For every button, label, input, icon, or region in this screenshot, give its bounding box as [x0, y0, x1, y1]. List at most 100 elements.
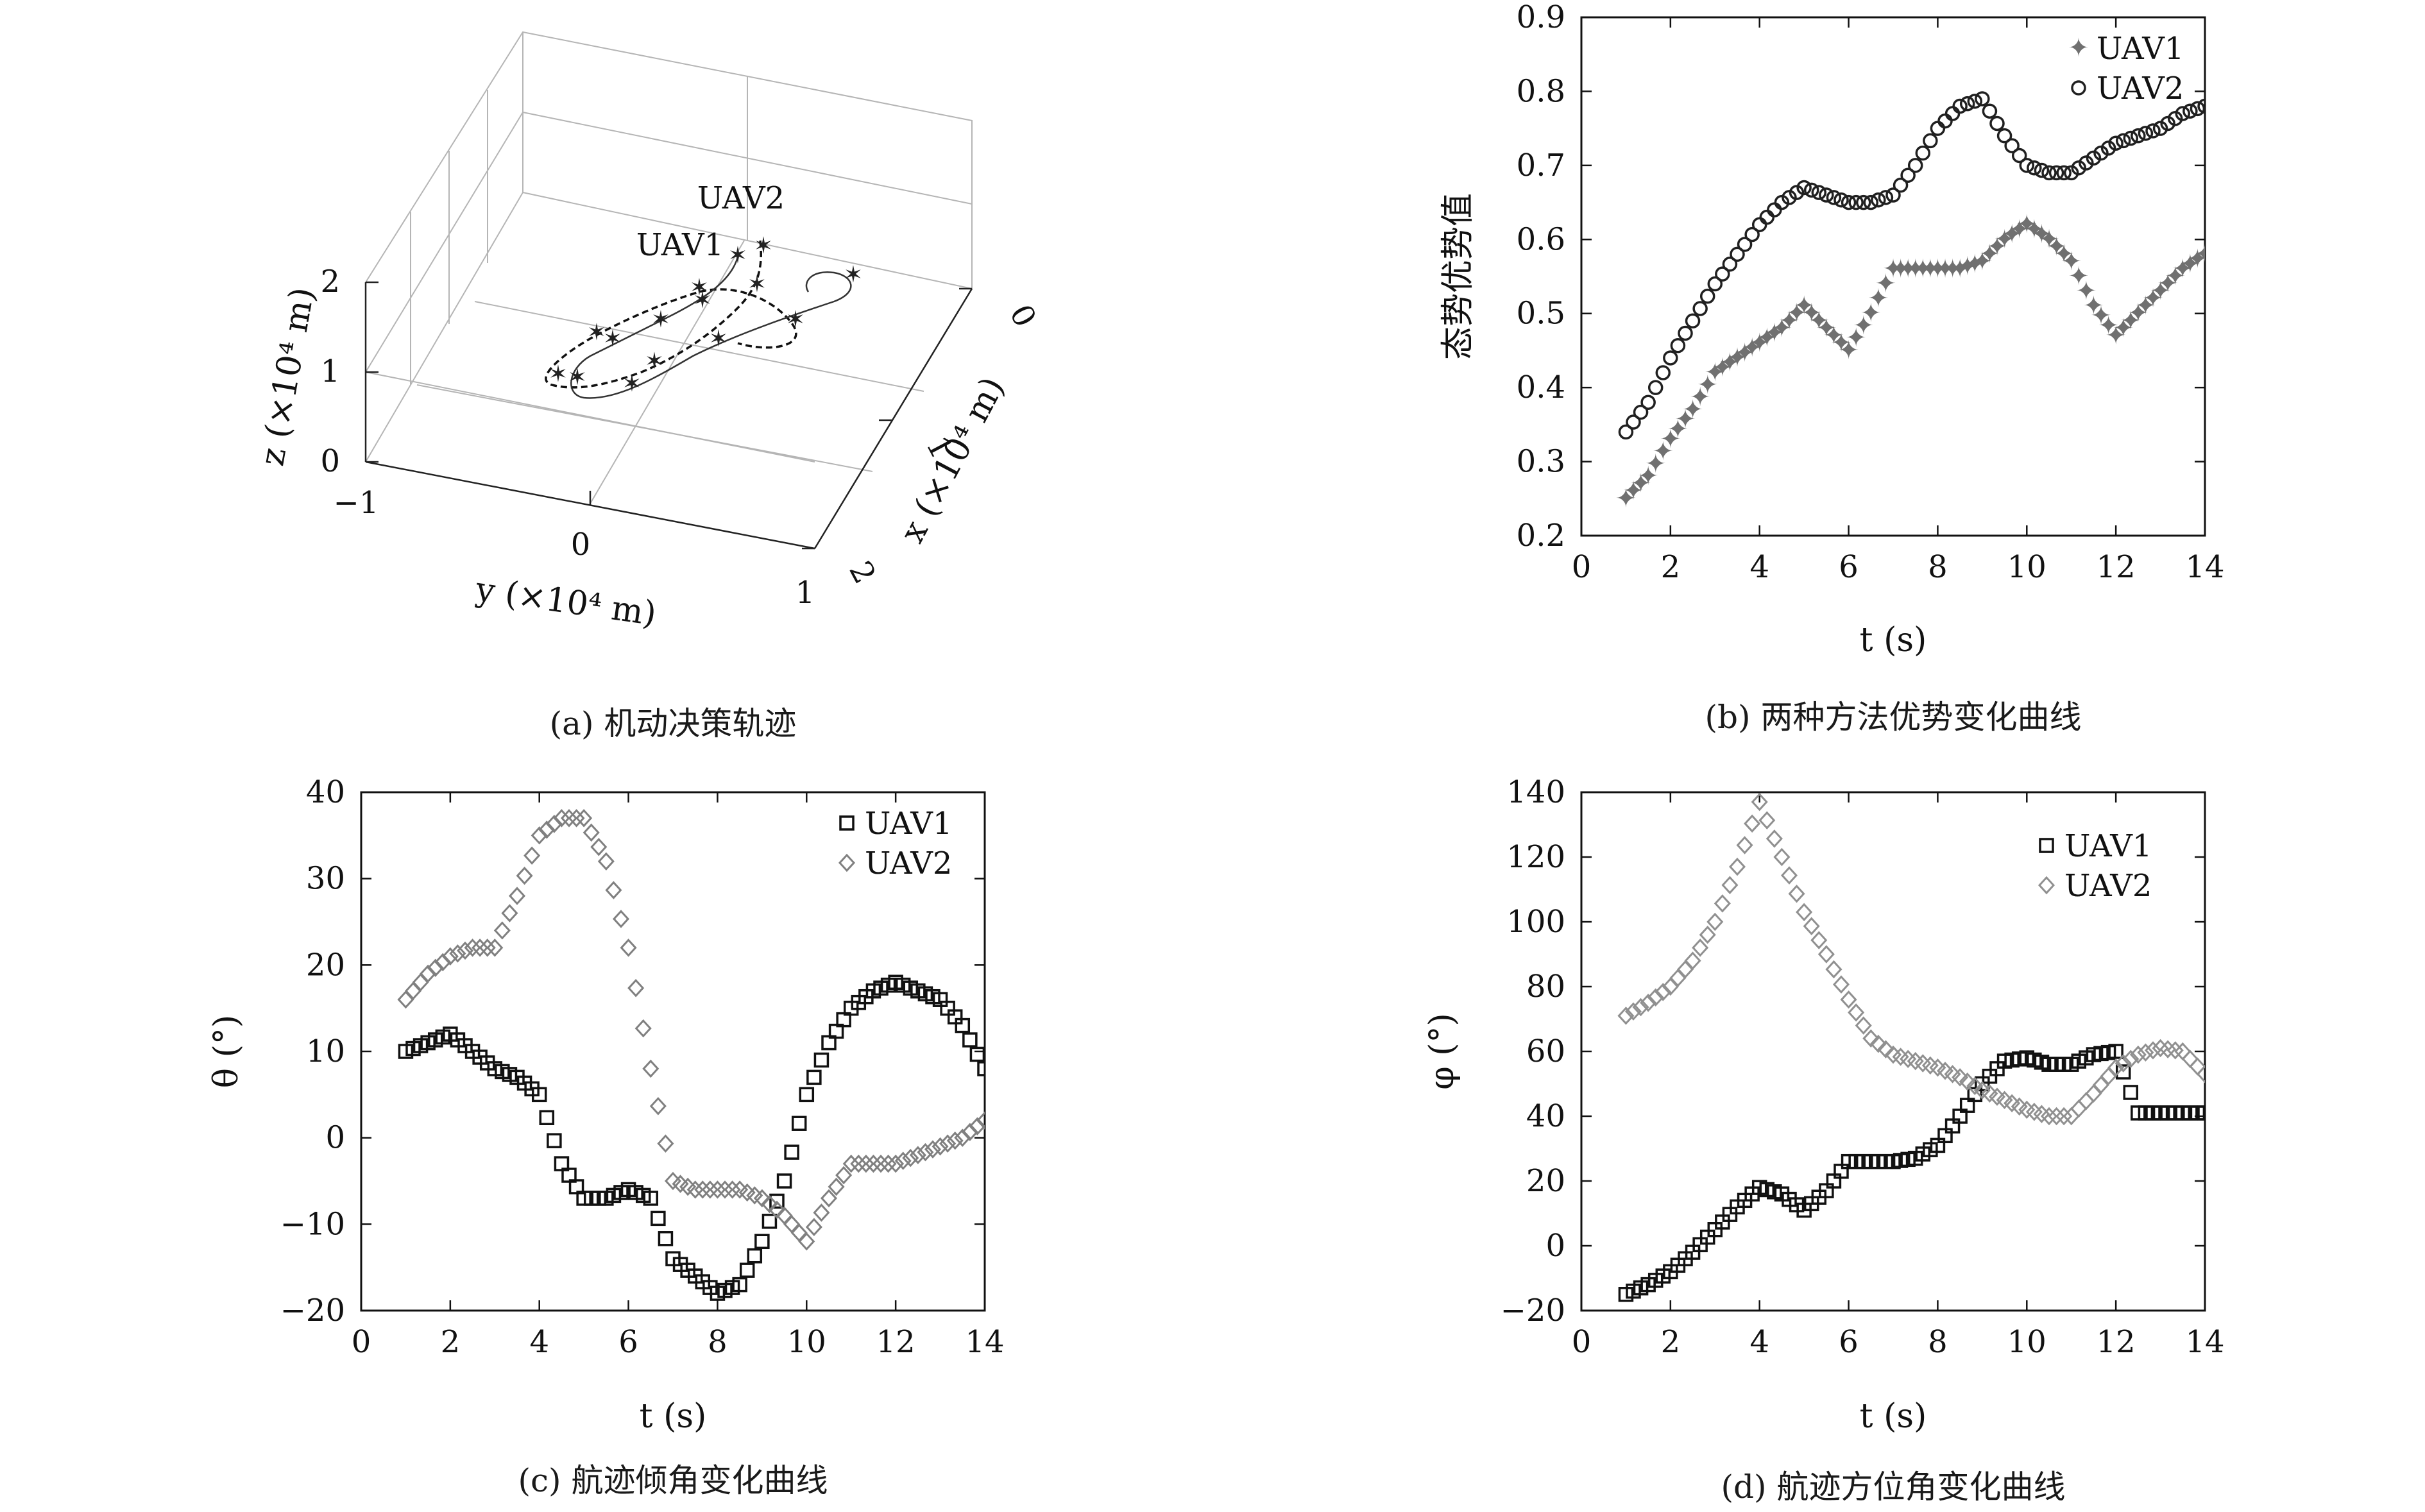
- point-uav2: [2004, 1094, 2021, 1113]
- panel-c-marks: [397, 809, 985, 1301]
- point-uav1: [651, 1210, 666, 1227]
- panel-a: 2 1 0 −1 0 1 0 1 2 z (×10⁴ m) y (×10⁴ m)…: [253, 31, 1043, 634]
- point-uav1: ✦: [2187, 244, 2209, 274]
- point-uav1: ✦: [2053, 239, 2075, 269]
- point-uav2: [538, 820, 556, 839]
- x-tick-label: 10: [787, 1324, 826, 1360]
- point-uav2: [427, 958, 444, 978]
- point-uav2: [2019, 158, 2035, 173]
- point-uav1: ✦: [1793, 291, 1815, 321]
- point-uav2: [1966, 1076, 1984, 1096]
- point-uav1: ✦: [2083, 291, 2105, 321]
- point-uav2: [1670, 337, 1686, 353]
- x-tick-label: 2: [1661, 549, 1681, 585]
- point-uav1: [739, 1262, 755, 1278]
- point-uav1: [658, 1231, 674, 1246]
- point-uav1: ✦: [2113, 314, 2134, 343]
- point-uav2: [2115, 133, 2131, 149]
- point-uav1: ✦: [1971, 247, 1993, 276]
- point-uav1: ✦: [1808, 306, 1830, 336]
- point-uav2: [1819, 187, 1834, 203]
- point-uav2: [679, 1177, 697, 1196]
- point-uav2: [805, 1218, 822, 1237]
- point-uav2: [946, 1131, 964, 1150]
- point-uav1: [769, 1193, 785, 1209]
- point-uav2: [516, 866, 533, 885]
- svg-text:✶: ✶: [645, 348, 664, 375]
- point-uav2: [1751, 217, 1767, 232]
- y-tick-label: 0: [325, 1120, 345, 1156]
- point-uav2: [1707, 276, 1723, 292]
- point-uav1: ✦: [2157, 269, 2179, 299]
- svg-text:✶: ✶: [690, 275, 709, 301]
- point-uav2: [1937, 113, 1953, 129]
- point-uav1: [784, 1144, 799, 1160]
- point-uav2: [1967, 94, 1983, 109]
- y-tick-1: 1: [796, 575, 815, 611]
- point-uav2: [657, 1134, 674, 1153]
- panel-c-ylabel: θ (°): [207, 1015, 246, 1088]
- point-uav2: [493, 921, 511, 940]
- svg-text:✶: ✶: [549, 361, 568, 387]
- point-uav1: ✦: [1919, 254, 1941, 284]
- svg-text:✶: ✶: [709, 326, 728, 352]
- point-uav1: ✦: [1637, 462, 1659, 491]
- point-uav2: [2033, 1105, 2050, 1123]
- point-uav2: [709, 1180, 726, 1199]
- panel-a-ylabel: y (×10⁴ m): [473, 570, 658, 634]
- point-uav2: [2056, 165, 2072, 181]
- y-tick-label: 0.5: [1517, 296, 1565, 332]
- point-uav1: ✦: [2061, 247, 2082, 276]
- x-tick-label: 10: [2007, 1324, 2046, 1360]
- y-tick-label: −20: [1501, 1293, 1565, 1329]
- y-tick-label: 20: [1526, 1163, 1565, 1199]
- legend-label-uav2: UAV2: [2064, 868, 2152, 904]
- point-uav1: ✦: [1712, 353, 1733, 382]
- point-uav1: ✦: [1786, 299, 1808, 328]
- svg-text:✶: ✶: [786, 307, 805, 333]
- point-uav2: [1975, 91, 1990, 106]
- point-uav1: ✦: [1957, 252, 1978, 282]
- panel-d-ylabel: φ (°): [1423, 1013, 1461, 1090]
- point-uav2: [2071, 160, 2087, 176]
- panel-b-xlabel: t (s): [1860, 621, 1927, 659]
- panel-c-ticks: 0 2 4 6 8 10 12 14 −20 −10 0 10 20 30 40: [280, 774, 1005, 1360]
- point-uav2: [2079, 155, 2094, 171]
- point-uav2: [902, 1148, 919, 1168]
- point-uav1: ✦: [1897, 254, 1919, 284]
- y-tick-label: 20: [306, 947, 345, 983]
- point-uav2: [449, 944, 466, 963]
- point-uav2: [724, 1180, 741, 1199]
- point-uav1: ✦: [1682, 395, 1704, 425]
- y-tick-label: 0.4: [1517, 370, 1565, 405]
- x-tick-label: 14: [965, 1324, 1004, 1360]
- point-uav1: [799, 1087, 815, 1103]
- point-uav1: [747, 1248, 763, 1264]
- x-tick-label: 2: [1661, 1324, 1681, 1360]
- point-uav1: ✦: [2075, 276, 2097, 306]
- point-uav2: [1841, 194, 1857, 210]
- legend-marker-uav1: ✦: [2068, 33, 2089, 63]
- point-uav2: [961, 1123, 978, 1141]
- point-uav2: [894, 1151, 912, 1170]
- panel-d-marks: [1617, 792, 2205, 1302]
- point-uav2: [738, 1183, 756, 1202]
- point-uav2: [1907, 158, 1923, 173]
- point-uav2: [1774, 194, 1790, 210]
- panel-b-ticks: 0 2 4 6 8 10 12 14 0.2 0.3 0.4 0.5 0.6 0.7 0.8 0.9: [1517, 0, 2225, 585]
- point-uav2: [2138, 126, 2154, 141]
- point-uav1: ✦: [1778, 306, 1800, 336]
- point-uav2: [2027, 160, 2042, 176]
- point-uav2: [917, 1142, 934, 1162]
- svg-text:✶: ✶: [754, 233, 773, 259]
- point-uav2: [1796, 903, 1813, 922]
- point-uav2: [2048, 1107, 2065, 1126]
- y-tick-label: 0.6: [1517, 221, 1565, 257]
- point-uav2: [2197, 98, 2205, 114]
- point-uav2: [486, 939, 504, 957]
- point-uav1: ✦: [1830, 328, 1852, 358]
- point-uav2: [1736, 836, 1753, 854]
- point-uav1: [754, 1234, 770, 1250]
- point-uav2: [798, 1232, 815, 1251]
